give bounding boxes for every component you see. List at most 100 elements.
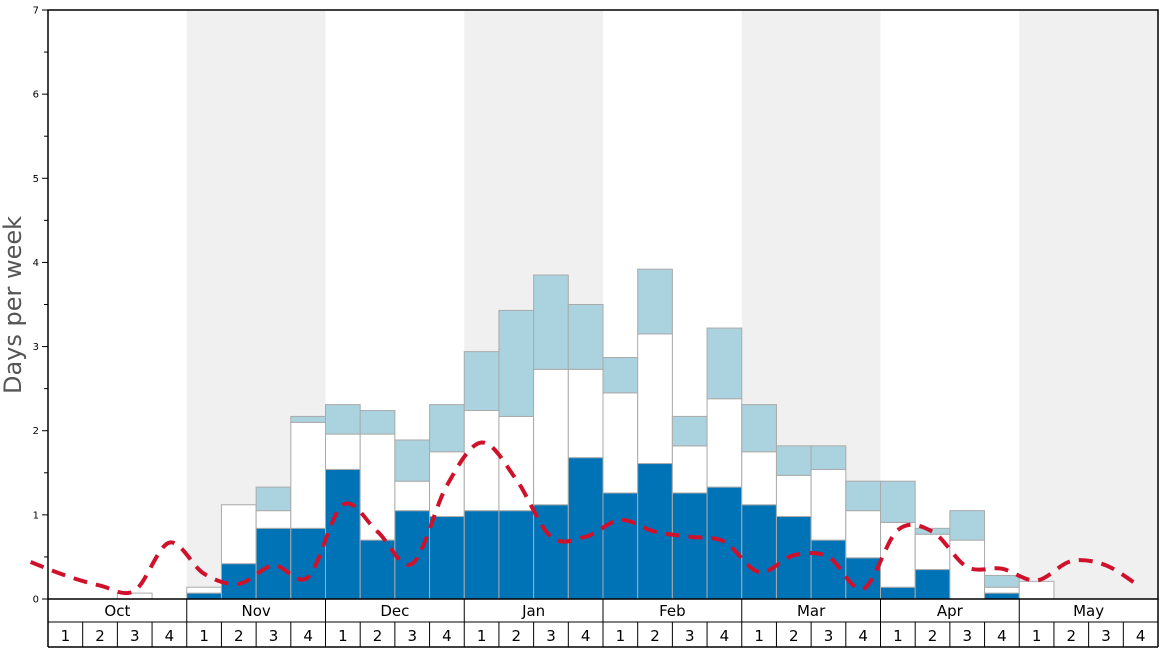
- week-label: 2: [789, 627, 799, 645]
- bar-middle-week-19: [671, 445, 708, 494]
- bar-middle-week-21: [741, 451, 777, 506]
- bar-bottom-week-13: [463, 510, 500, 600]
- bar-middle-week-22: [775, 474, 812, 518]
- week-label: 2: [373, 627, 383, 645]
- month-label-may: May: [1073, 602, 1104, 620]
- y-axis-label: Days per week: [0, 216, 27, 394]
- bar-top-week-24: [845, 480, 881, 512]
- bar-middle-week-25: [880, 521, 916, 588]
- bar-middle-week-8: [290, 421, 326, 529]
- week-label: 3: [962, 627, 972, 645]
- week-label: 3: [685, 627, 695, 645]
- y-tick-label: 6: [33, 90, 39, 101]
- bar-bottom-week-10: [359, 539, 396, 600]
- bar-top-week-17: [602, 357, 639, 394]
- week-label: 1: [61, 627, 71, 645]
- bar-bottom-week-26: [914, 569, 951, 600]
- bar-bottom-week-24: [845, 557, 881, 600]
- bar-middle-week-6: [220, 504, 257, 565]
- y-tick-label: 0: [33, 595, 39, 606]
- bar-middle-week-11: [394, 480, 431, 512]
- month-label-mar: Mar: [797, 602, 826, 620]
- bar-top-week-19: [671, 415, 708, 447]
- bar-bottom-week-9: [325, 468, 361, 600]
- week-label: 4: [581, 627, 591, 645]
- bar-bottom-week-5: [186, 592, 222, 600]
- bar-middle-week-13: [463, 410, 500, 512]
- bar-middle-week-28: [984, 586, 1020, 594]
- bar-top-week-21: [741, 404, 777, 453]
- bar-bottom-week-19: [671, 492, 708, 600]
- bar-bottom-week-17: [602, 492, 639, 600]
- bar-middle-week-20: [706, 398, 743, 488]
- week-label: 3: [824, 627, 834, 645]
- week-label: 3: [1101, 627, 1111, 645]
- y-tick-label: 1: [33, 510, 39, 521]
- bar-top-week-22: [775, 445, 812, 476]
- week-label: 4: [997, 627, 1007, 645]
- week-label: 1: [477, 627, 487, 645]
- bar-bottom-week-14: [498, 510, 535, 600]
- bar-top-week-11: [394, 439, 431, 482]
- bar-top-week-10: [359, 410, 396, 435]
- bar-top-week-16: [567, 304, 604, 370]
- y-tick-label: 3: [33, 342, 39, 353]
- bar-middle-week-26: [914, 533, 951, 571]
- week-label: 3: [407, 627, 417, 645]
- bar-middle-week-29: [1018, 580, 1055, 600]
- month-label-nov: Nov: [241, 602, 270, 620]
- bar-bottom-week-16: [567, 457, 604, 600]
- y-tick-label: 7: [33, 6, 39, 17]
- month-label-feb: Feb: [659, 602, 686, 620]
- week-label: 2: [95, 627, 105, 645]
- y-tick-label: 5: [33, 174, 39, 185]
- week-label: 1: [199, 627, 209, 645]
- week-label: 1: [754, 627, 764, 645]
- week-label: 2: [1067, 627, 1077, 645]
- week-label: 4: [165, 627, 175, 645]
- bar-middle-week-23: [810, 468, 847, 541]
- bar-bottom-week-8: [290, 527, 326, 600]
- month-label-dec: Dec: [380, 602, 409, 620]
- bar-top-week-15: [533, 274, 569, 370]
- week-label: 2: [234, 627, 244, 645]
- bar-top-week-18: [637, 268, 673, 335]
- bar-middle-week-15: [533, 368, 569, 506]
- month-label-jan: Jan: [521, 602, 545, 620]
- bar-middle-week-5: [186, 586, 222, 594]
- week-label: 1: [1032, 627, 1042, 645]
- bar-top-week-9: [325, 404, 361, 435]
- week-label: 3: [269, 627, 279, 645]
- y-tick-label: 4: [33, 258, 39, 269]
- month-shade-may: [1019, 10, 1158, 599]
- week-label: 3: [130, 627, 140, 645]
- bars: [116, 268, 1055, 600]
- bar-top-week-28: [984, 574, 1020, 588]
- bar-top-week-23: [810, 445, 847, 470]
- bar-top-week-12: [429, 404, 465, 453]
- bar-bottom-week-25: [880, 586, 916, 600]
- bar-top-week-27: [949, 510, 986, 541]
- bar-bottom-week-11: [394, 510, 431, 600]
- bar-middle-week-17: [602, 392, 639, 494]
- bar-middle-week-9: [325, 433, 361, 470]
- week-label: 4: [858, 627, 868, 645]
- week-label: 4: [303, 627, 313, 645]
- bar-top-week-20: [706, 327, 743, 400]
- week-label: 4: [1136, 627, 1146, 645]
- bar-top-week-25: [880, 480, 916, 523]
- bar-middle-week-10: [359, 433, 396, 541]
- bar-bottom-week-23: [810, 539, 847, 600]
- bar-bottom-week-7: [255, 527, 292, 600]
- bar-middle-week-24: [845, 510, 881, 559]
- bar-bottom-week-28: [984, 592, 1020, 600]
- week-label: 2: [650, 627, 660, 645]
- bar-bottom-week-12: [429, 516, 465, 600]
- bar-top-week-13: [463, 351, 500, 412]
- y-tick-label: 2: [33, 426, 39, 437]
- bar-middle-week-14: [498, 415, 535, 512]
- bar-middle-week-16: [567, 368, 604, 459]
- axes: 0 1 2 3 4 5 6 7 Oct Nov Dec Jan Feb Mar Apr May 1 2 3 4 1 2 3 4…: [33, 6, 1159, 648]
